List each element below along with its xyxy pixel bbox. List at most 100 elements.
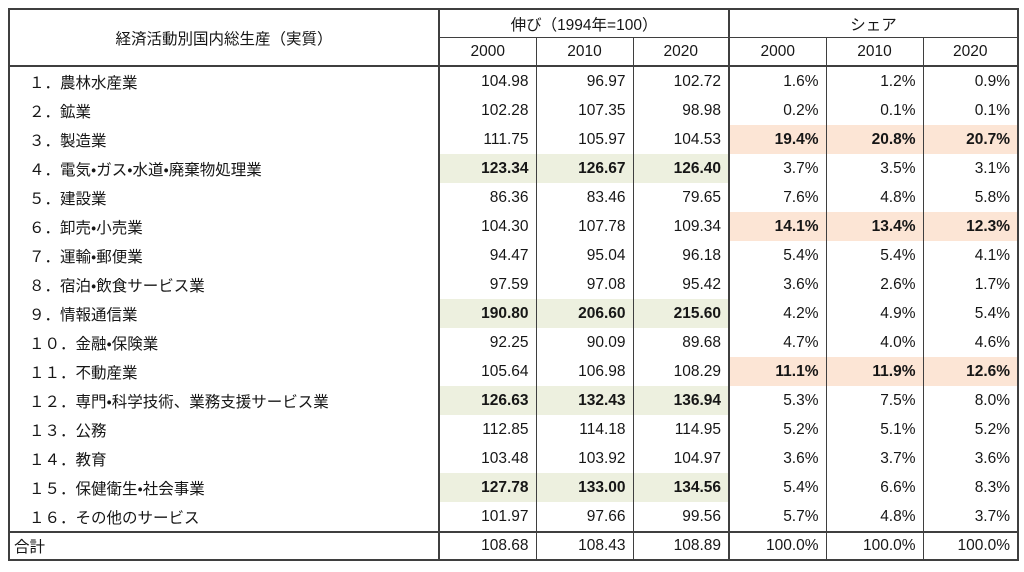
share-value: 3.7%	[825, 444, 924, 473]
share-value: 5.4%	[922, 299, 1019, 328]
growth-value: 106.98	[535, 357, 633, 386]
row-label: １４．教育	[29, 451, 107, 469]
growth-value: 114.18	[535, 415, 633, 444]
share-value: 4.6%	[922, 328, 1019, 357]
growth-value: 95.04	[535, 241, 633, 270]
group-header-row: 経済活動別国内総生産（実質） 伸び（1994年=100） シェア	[9, 9, 1019, 67]
total-row: 合計 108.68 108.43 108.89 100.0% 100.0% 100.0%	[9, 531, 1019, 560]
share-value: 11.9%	[825, 357, 924, 386]
share-value: 5.4%	[728, 241, 827, 270]
table-row: １２．専門・科学技術、業務支援サービス業 126.63 132.43 136.94 5.…	[9, 386, 1019, 415]
growth-group-header: 伸び（1994年=100）	[437, 9, 730, 38]
share-value: 0.1%	[922, 96, 1019, 125]
row-label: １２．専門・科学技術、業務支援サービス業	[29, 393, 329, 411]
share-value: 19.4%	[728, 125, 827, 154]
share-value: 5.2%	[728, 415, 827, 444]
share-value: 13.4%	[825, 212, 924, 241]
table-body: １．農林水産業 104.98 96.97 102.72 1.6% 1.2% 0.9% ２．鉱業…	[9, 66, 1019, 560]
share-value: 0.9%	[922, 66, 1019, 96]
share-value: 0.2%	[728, 96, 827, 125]
growth-value: 126.40	[632, 154, 730, 183]
growth-value: 104.53	[632, 125, 730, 154]
table-row: ５．建設業 86.36 83.46 79.65 7.6% 4.8% 5.8%	[9, 183, 1019, 212]
share-value: 8.3%	[922, 473, 1019, 502]
share-year-2020-header: 2020	[922, 37, 1019, 67]
growth-value: 108.29	[632, 357, 730, 386]
share-value: 1.7%	[922, 270, 1019, 299]
table-row: １６．その他のサービス 101.97 97.66 99.56 5.7% 4.8% 3.7%	[9, 502, 1019, 532]
growth-value: 108.89	[632, 531, 730, 560]
growth-value: 109.34	[632, 212, 730, 241]
row-label: ７．運輸・郵便業	[29, 248, 143, 266]
growth-value: 126.63	[438, 386, 536, 415]
share-value: 3.7%	[922, 502, 1019, 532]
growth-value: 111.75	[438, 125, 536, 154]
share-value: 3.7%	[728, 154, 827, 183]
share-year-2010-header: 2010	[825, 37, 924, 67]
row-label: １．農林水産業	[29, 74, 138, 92]
share-value: 8.0%	[922, 386, 1019, 415]
growth-year-2010-header: 2010	[535, 37, 633, 67]
growth-value: 94.47	[438, 241, 536, 270]
growth-value: 105.97	[535, 125, 633, 154]
row-label: ５．建設業	[29, 190, 107, 208]
share-value: 5.8%	[922, 183, 1019, 212]
growth-value: 123.34	[438, 154, 536, 183]
row-label: ９．情報通信業	[29, 306, 138, 324]
growth-value: 99.56	[632, 502, 730, 532]
share-year-2000-header: 2000	[728, 37, 827, 67]
share-value: 5.1%	[825, 415, 924, 444]
row-label: ８．宿泊・飲食サービス業	[29, 277, 205, 295]
share-value: 5.4%	[825, 241, 924, 270]
row-label: １５．保健衛生・社会事業	[29, 480, 205, 498]
share-value: 3.1%	[922, 154, 1019, 183]
share-value: 4.2%	[728, 299, 827, 328]
share-value: 20.7%	[922, 125, 1019, 154]
growth-value: 132.43	[535, 386, 633, 415]
growth-value: 108.68	[438, 531, 536, 560]
table-row: ４．電気・ガス・水道・廃棄物処理業 123.34 126.67 126.40 3.7% 3…	[9, 154, 1019, 183]
growth-value: 96.97	[535, 66, 633, 96]
growth-value: 104.30	[438, 212, 536, 241]
table-row: １３．公務 112.85 114.18 114.95 5.2% 5.1% 5.2%	[9, 415, 1019, 444]
growth-value: 126.67	[535, 154, 633, 183]
growth-value: 134.56	[632, 473, 730, 502]
row-label: １０．金融・保険業	[29, 335, 159, 353]
share-value: 4.1%	[922, 241, 1019, 270]
growth-value: 206.60	[535, 299, 633, 328]
label-column-header: 経済活動別国内総生産（実質）	[9, 9, 439, 67]
row-label: ２．鉱業	[29, 103, 92, 121]
share-value: 4.7%	[728, 328, 827, 357]
table-row: ８．宿泊・飲食サービス業 97.59 97.08 95.42 3.6% 2.6% 1.7%	[9, 270, 1019, 299]
growth-value: 96.18	[632, 241, 730, 270]
row-label: １１．不動産業	[29, 364, 138, 382]
share-group-header: シェア	[728, 9, 1019, 38]
share-value: 4.8%	[825, 183, 924, 212]
growth-value: 97.08	[535, 270, 633, 299]
growth-value: 190.80	[438, 299, 536, 328]
growth-value: 86.36	[438, 183, 536, 212]
growth-value: 79.65	[632, 183, 730, 212]
share-value: 20.8%	[825, 125, 924, 154]
growth-value: 83.46	[535, 183, 633, 212]
growth-value: 103.48	[438, 444, 536, 473]
table-row: ６．卸売・小売業 104.30 107.78 109.34 14.1% 13.4% 12.3…	[9, 212, 1019, 241]
growth-value: 101.97	[438, 502, 536, 532]
row-label: ６．卸売・小売業	[29, 219, 143, 237]
table-row: ２．鉱業 102.28 107.35 98.98 0.2% 0.1% 0.1%	[9, 96, 1019, 125]
share-value: 7.6%	[728, 183, 827, 212]
table-row: ３．製造業 111.75 105.97 104.53 19.4% 20.8% 20.7%	[9, 125, 1019, 154]
share-value: 12.3%	[922, 212, 1019, 241]
table-row: ９．情報通信業 190.80 206.60 215.60 4.2% 4.9% 5.4%	[9, 299, 1019, 328]
table-row: １０．金融・保険業 92.25 90.09 89.68 4.7% 4.0% 4.6%	[9, 328, 1019, 357]
growth-value: 95.42	[632, 270, 730, 299]
share-value: 3.6%	[922, 444, 1019, 473]
share-value: 100.0%	[825, 531, 924, 560]
share-value: 5.4%	[728, 473, 827, 502]
total-label: 合計	[9, 531, 439, 560]
growth-value: 102.28	[438, 96, 536, 125]
growth-value: 97.59	[438, 270, 536, 299]
share-value: 14.1%	[728, 212, 827, 241]
share-value: 4.0%	[825, 328, 924, 357]
growth-value: 133.00	[535, 473, 633, 502]
